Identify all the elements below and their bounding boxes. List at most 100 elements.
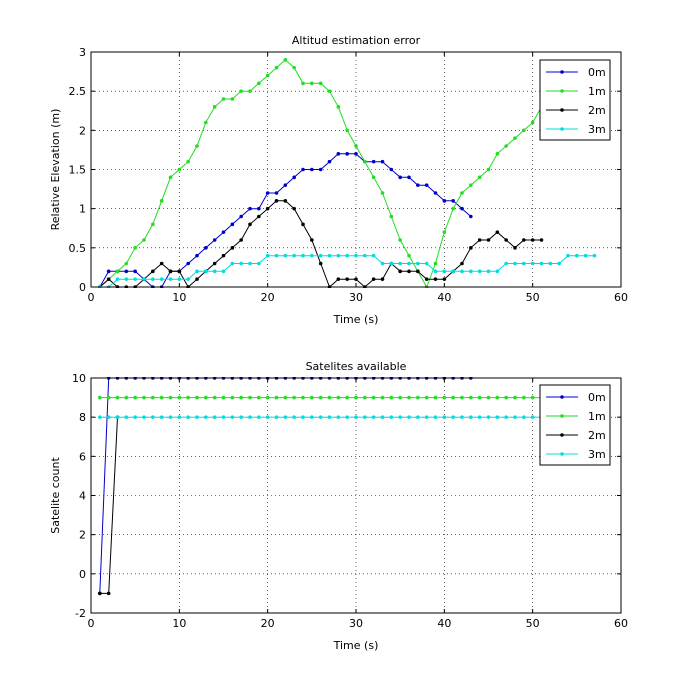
y-tick-label: 0.5	[69, 242, 87, 255]
data-point-3m	[177, 415, 182, 419]
data-point-0m	[221, 230, 226, 234]
data-point-1m	[106, 395, 111, 400]
data-point-1m	[204, 120, 208, 125]
data-point-3m	[195, 415, 199, 419]
y-tick-label: 0	[79, 568, 86, 581]
data-point-1m	[530, 395, 535, 400]
data-point-2m	[469, 246, 473, 250]
data-point-2m	[407, 269, 411, 274]
data-point-1m	[301, 81, 305, 86]
data-point-3m	[504, 415, 508, 419]
data-point-3m	[398, 261, 402, 266]
data-point-1m	[133, 246, 137, 250]
data-point-1m	[257, 395, 261, 400]
data-point-2m	[195, 277, 199, 281]
legend-label: 0m	[588, 66, 606, 79]
data-point-3m	[389, 415, 394, 419]
data-point-2m	[274, 199, 279, 203]
data-point-0m	[195, 253, 199, 258]
y-tick-label: 10	[72, 372, 86, 385]
data-point-0m	[186, 261, 190, 266]
data-point-3m	[442, 269, 447, 274]
data-point-2m	[539, 238, 544, 242]
data-point-0m	[398, 175, 402, 180]
data-point-3m	[195, 269, 199, 274]
data-point-1m	[124, 261, 129, 266]
data-point-3m	[433, 269, 438, 274]
legend-label: 1m	[588, 410, 606, 423]
data-point-3m	[248, 261, 252, 266]
data-point-3m	[424, 261, 429, 266]
data-point-1m	[239, 89, 243, 93]
legend-swatch-marker	[560, 395, 564, 399]
data-point-3m	[133, 415, 137, 419]
data-point-2m	[380, 277, 385, 281]
data-point-2m	[248, 222, 252, 227]
data-point-2m	[292, 206, 296, 211]
y-tick-label: 2.5	[69, 85, 87, 98]
data-point-3m	[248, 415, 252, 419]
data-point-1m	[310, 81, 314, 86]
data-point-3m	[354, 415, 358, 419]
y-tick-label: 8	[79, 411, 86, 424]
legend-swatch-marker	[560, 414, 564, 418]
legend-label: 2m	[588, 429, 606, 442]
data-point-1m	[398, 238, 402, 242]
data-point-1m	[530, 120, 535, 125]
data-point-2m	[283, 199, 288, 203]
data-point-0m	[301, 167, 305, 172]
data-point-1m	[292, 395, 296, 400]
data-point-1m	[398, 395, 402, 400]
data-point-0m	[354, 152, 358, 156]
data-point-3m	[460, 269, 464, 274]
data-point-2m	[106, 277, 111, 281]
data-point-2m	[504, 238, 508, 242]
data-point-1m	[159, 199, 164, 203]
data-point-0m	[257, 206, 261, 211]
data-point-3m	[469, 269, 473, 274]
data-point-1m	[407, 395, 411, 400]
data-point-3m	[477, 269, 482, 274]
data-point-3m	[442, 415, 447, 419]
data-point-1m	[195, 395, 199, 400]
data-point-1m	[248, 395, 252, 400]
data-point-2m	[336, 277, 341, 281]
data-point-3m	[115, 415, 120, 419]
data-point-1m	[283, 58, 288, 62]
data-point-3m	[451, 269, 455, 274]
data-point-1m	[486, 167, 491, 172]
data-point-3m	[221, 415, 226, 419]
data-point-3m	[274, 415, 279, 419]
data-point-2m	[424, 277, 429, 281]
data-point-3m	[504, 261, 508, 266]
data-point-2m	[265, 206, 270, 211]
data-point-1m	[451, 395, 455, 400]
data-point-1m	[363, 159, 367, 164]
data-point-3m	[433, 415, 438, 419]
data-point-3m	[460, 415, 464, 419]
legend-swatch-marker	[560, 70, 564, 74]
data-point-1m	[416, 395, 420, 400]
y-tick-label: 1.5	[69, 164, 87, 177]
data-point-1m	[477, 395, 482, 400]
data-point-1m	[363, 395, 367, 400]
x-tick-label: 0	[88, 617, 95, 630]
data-point-0m	[345, 152, 349, 156]
x-tick-label: 30	[349, 291, 363, 304]
data-point-1m	[371, 395, 376, 400]
y-tick-label: 2	[79, 124, 86, 137]
legend-swatch-marker	[560, 108, 564, 112]
data-point-1m	[186, 159, 190, 164]
data-point-3m	[221, 269, 226, 274]
data-point-3m	[363, 415, 367, 419]
data-point-2m	[416, 269, 420, 274]
data-point-1m	[221, 395, 226, 400]
data-point-3m	[513, 261, 517, 266]
legend: 0m 1m 2m 3m	[539, 384, 611, 466]
data-point-3m	[371, 253, 376, 258]
data-point-1m	[495, 152, 500, 156]
data-point-3m	[186, 415, 190, 419]
data-point-3m	[142, 415, 146, 419]
data-point-3m	[336, 253, 341, 258]
